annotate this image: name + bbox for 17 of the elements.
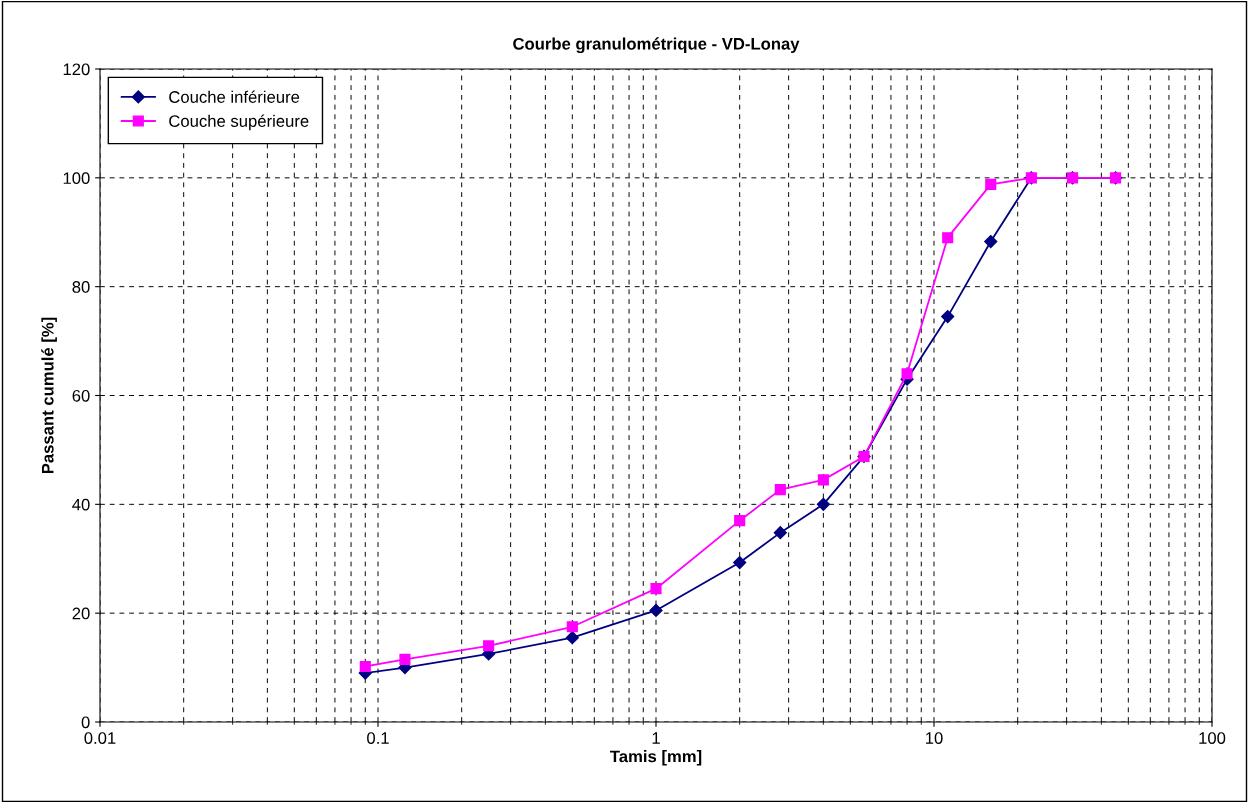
x-tick-label: 100 — [1199, 732, 1226, 744]
x-axis-title: Tamis [mm] — [610, 750, 702, 766]
y-tick-label: 20 — [72, 607, 90, 620]
legend-label: Couche supérieure — [169, 114, 309, 131]
x-tick-label: 1 — [652, 732, 660, 744]
y-axis-title: Passant cumulé [%] — [41, 317, 57, 474]
chart-title: Courbe granulométrique - VD-Lonay — [513, 37, 800, 54]
x-tick-label: 10 — [926, 732, 943, 744]
y-tick-label: 80 — [72, 281, 90, 293]
y-tick-label: 0 — [81, 716, 90, 729]
y-tick-label: 40 — [72, 498, 90, 511]
x-tick-label: 0.1 — [367, 732, 389, 744]
y-tick-label: 120 — [63, 63, 90, 76]
y-tick-label: 100 — [63, 172, 90, 185]
y-tick-label: 60 — [72, 389, 90, 402]
legend-label: Couche inférieure — [169, 90, 300, 103]
x-tick-label: 0.01 — [84, 732, 116, 744]
